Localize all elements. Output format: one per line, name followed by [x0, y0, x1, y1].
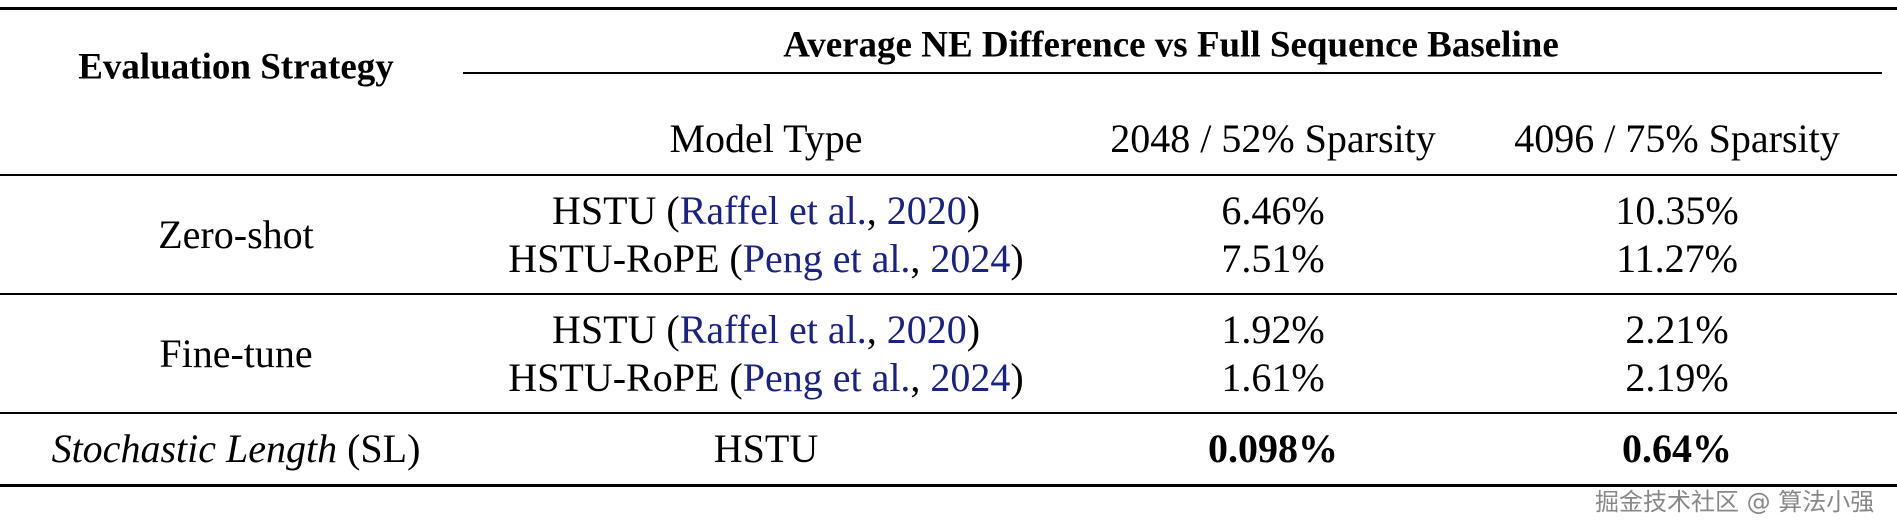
model-text: , — [866, 188, 887, 233]
rule — [0, 293, 1897, 295]
top-rule — [0, 7, 1897, 10]
value-cell: 0.64% — [1622, 426, 1732, 471]
model-cell: HSTU-RoPE (Peng et al., 2024) — [508, 354, 1024, 400]
value-cell: 2.21% — [1625, 306, 1729, 352]
header-group: Average NE Difference vs Full Sequence B… — [783, 24, 1559, 66]
citation-link[interactable]: 2020 — [886, 306, 967, 352]
strategy-part: Zero-shot — [158, 212, 314, 257]
col-header: Model Type — [669, 116, 863, 161]
model-text: ) — [1010, 354, 1024, 400]
citation-link[interactable]: Raffel et al. — [679, 306, 867, 352]
model-cell: HSTU (Raffel et al., 2020) — [551, 306, 981, 352]
value-cell: 0.098% — [1208, 426, 1338, 471]
header-strategy: Evaluation Strategy — [78, 46, 394, 88]
model-text: HSTU ( — [551, 306, 680, 352]
value-cell: 10.35% — [1615, 188, 1739, 233]
model-text: , — [866, 306, 887, 352]
strategy-part: (SL) — [337, 426, 421, 471]
strategy: Stochastic Length (SL) — [52, 429, 421, 469]
strategy: Fine-tune — [159, 330, 313, 376]
model-text: HSTU ( — [551, 188, 680, 233]
value-cell: 1.92% — [1221, 306, 1325, 352]
citation-link[interactable]: 2024 — [930, 354, 1011, 400]
model-text: HSTU — [713, 426, 819, 471]
model-text: ) — [1010, 236, 1024, 281]
citation-link[interactable]: 2020 — [886, 188, 967, 233]
strategy-part: Fine-tune — [159, 330, 313, 376]
value-cell: 1.61% — [1221, 354, 1325, 400]
value-cell: 6.46% — [1221, 188, 1325, 233]
model-text: HSTU-RoPE ( — [508, 354, 743, 400]
model-text: HSTU-RoPE ( — [508, 236, 743, 281]
citation-link[interactable]: Raffel et al. — [679, 188, 867, 233]
value-cell: 7.51% — [1221, 236, 1325, 281]
strategy-part: Stochastic Length — [51, 426, 338, 471]
value-cell: 11.27% — [1616, 236, 1738, 281]
model-cell: HSTU-RoPE (Peng et al., 2024) — [508, 239, 1024, 279]
rule — [0, 484, 1897, 487]
value-cell: 2.19% — [1625, 354, 1729, 400]
citation-link[interactable]: Peng et al. — [742, 236, 911, 281]
rule — [0, 174, 1897, 176]
col-header: 4096 / 75% Sparsity — [1514, 116, 1840, 161]
strategy: Zero-shot — [158, 215, 314, 255]
col-header: 2048 / 52% Sparsity — [1110, 116, 1436, 161]
model-cell: HSTU — [714, 429, 818, 469]
citation-link[interactable]: 2024 — [930, 236, 1011, 281]
rule — [0, 412, 1897, 414]
group-rule — [463, 72, 1882, 74]
model-cell: HSTU (Raffel et al., 2020) — [552, 191, 980, 231]
model-text: ) — [966, 306, 981, 352]
watermark: 掘金技术社区 @ 算法小强 — [1595, 488, 1875, 516]
citation-link[interactable]: Peng et al. — [742, 354, 911, 400]
model-text: ) — [966, 188, 981, 233]
model-text: , — [910, 354, 931, 400]
model-text: , — [910, 236, 931, 281]
